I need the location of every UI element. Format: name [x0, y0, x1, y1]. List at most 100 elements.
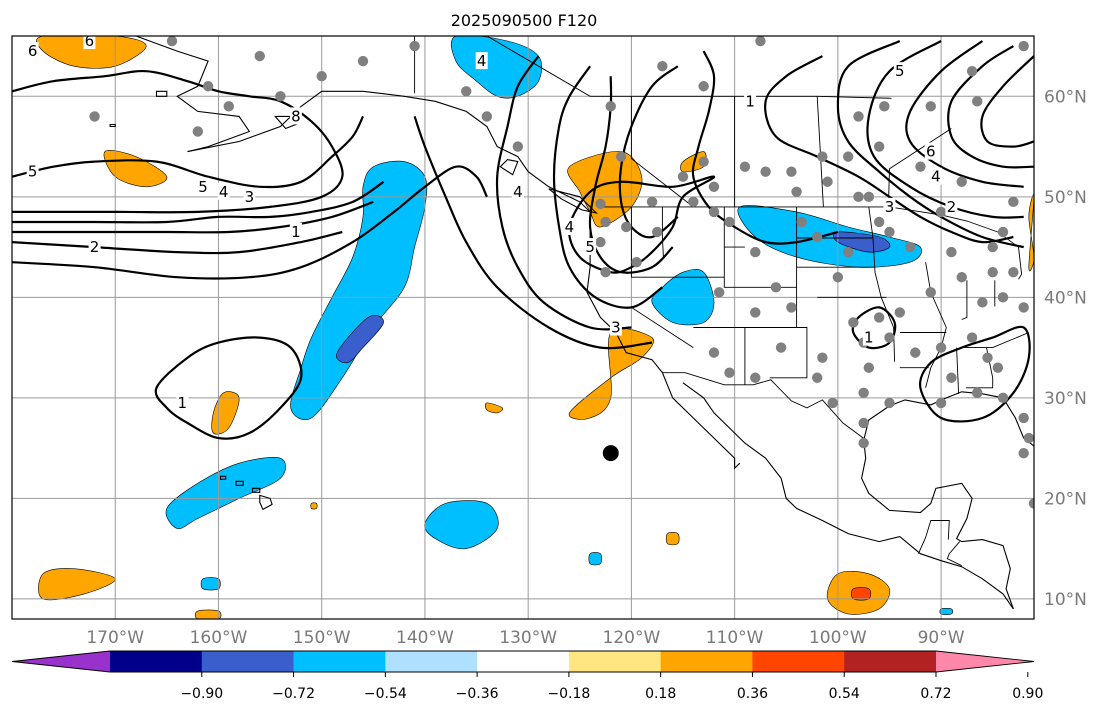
border-line — [693, 327, 808, 379]
station-marker — [512, 141, 524, 152]
island — [259, 494, 273, 511]
station-marker — [884, 397, 895, 409]
border-line — [946, 541, 962, 567]
station-marker — [223, 101, 234, 112]
station-marker — [935, 206, 947, 218]
colorbar-outline — [11, 650, 1035, 673]
contour-label-bg — [83, 36, 96, 50]
station-marker — [853, 191, 864, 203]
lon-label: 100°W — [809, 628, 867, 648]
island — [548, 188, 599, 214]
station-marker — [595, 198, 606, 210]
contour-label-bg — [26, 42, 39, 60]
station-marker — [987, 267, 998, 278]
contour-line — [618, 65, 679, 239]
colorbar-tick-labels: −0.90 −0.72 −0.54 −0.36 −0.18 0.18 0.36 0.54 0.7… — [180, 672, 1043, 702]
contour-label: 8 — [291, 107, 301, 125]
coastline — [863, 391, 1034, 447]
contour-label: 3 — [885, 198, 895, 216]
contour-label-bg — [88, 238, 101, 256]
contour-line — [12, 200, 374, 234]
station-marker — [192, 126, 204, 137]
border-line — [662, 372, 865, 440]
border-line — [816, 96, 824, 207]
station-marker — [708, 181, 720, 192]
station-marker — [698, 156, 709, 167]
station-marker — [1018, 412, 1029, 424]
lon-label: 140°W — [396, 628, 454, 648]
station-marker — [997, 226, 1009, 238]
shaded-region-8 — [200, 577, 221, 591]
contour-line — [12, 230, 343, 255]
contour-label: 6 — [28, 42, 38, 60]
station-marker — [646, 196, 658, 208]
colorbar-tick-label: 0.18 — [645, 686, 676, 702]
coastline — [586, 211, 741, 470]
station-marker — [925, 287, 936, 298]
contour-label: 1 — [745, 92, 755, 110]
colorbar-swatch — [660, 651, 753, 672]
station-marker — [992, 362, 1004, 373]
shaded-region-17 — [38, 568, 116, 601]
contour-label-bg — [26, 162, 39, 180]
station-marker — [652, 226, 663, 238]
station-marker — [1018, 447, 1029, 459]
contour-line — [12, 165, 488, 280]
station-marker — [796, 216, 807, 228]
station-marker — [982, 352, 993, 363]
latitude-labels: 10°N 20°N 30°N 40°N 50°N 60°N — [1044, 87, 1087, 610]
border-line — [956, 347, 960, 394]
contour-label-bg — [511, 182, 524, 200]
station-marker — [786, 166, 797, 177]
station-marker — [842, 151, 854, 162]
coastline — [682, 382, 1014, 610]
shaded-region-6 — [165, 457, 286, 530]
lat-label: 50°N — [1044, 188, 1087, 208]
contour-label-bg — [893, 62, 906, 80]
station-marker — [770, 282, 782, 293]
shaded-region-20 — [1028, 194, 1034, 272]
station-marker — [904, 241, 916, 253]
station-marker — [595, 236, 606, 248]
contour-label: 3 — [245, 188, 255, 206]
contour-label-bg — [563, 217, 576, 235]
contour-line — [413, 116, 653, 350]
station-marker — [935, 397, 947, 409]
contour-line — [495, 55, 632, 331]
station-marker — [698, 81, 709, 92]
station-marker — [1008, 267, 1019, 278]
contour-label: 2 — [90, 238, 100, 256]
contour-line — [866, 40, 1024, 219]
lat-label: 60°N — [1044, 87, 1087, 107]
contour-label-bg — [289, 223, 302, 241]
station-marker — [925, 101, 936, 112]
station-marker — [605, 101, 616, 112]
colorbar: −0.90 −0.72 −0.54 −0.36 −0.18 0.18 0.36 0.54 0.7… — [11, 650, 1043, 702]
contour-label: 6 — [85, 32, 95, 50]
contour-label: 4 — [477, 52, 487, 70]
station-marker — [879, 101, 890, 112]
colorbar-swatches — [11, 650, 1035, 673]
station-marker — [621, 221, 632, 233]
station-marker — [997, 292, 1009, 303]
contour-label-bg — [945, 197, 958, 215]
station-marker — [946, 246, 957, 258]
station-marker — [713, 287, 725, 298]
contour-line — [836, 40, 1024, 249]
station-marker — [600, 267, 611, 278]
border-line — [630, 96, 694, 208]
contour-line — [588, 76, 674, 274]
contour-line — [154, 336, 303, 440]
station-marker — [89, 111, 100, 122]
contour-label-bg — [475, 52, 488, 70]
colorbar-swatch — [477, 651, 570, 672]
coastline — [135, 36, 251, 153]
lat-label: 30°N — [1044, 389, 1087, 409]
ocean-background — [12, 36, 1034, 619]
map-frame — [11, 35, 1035, 620]
station-marker — [972, 387, 983, 399]
station-marker — [481, 111, 493, 122]
colorbar-tick-label: 0.72 — [920, 686, 951, 702]
island — [155, 90, 168, 97]
contour-label-bg — [744, 92, 757, 110]
